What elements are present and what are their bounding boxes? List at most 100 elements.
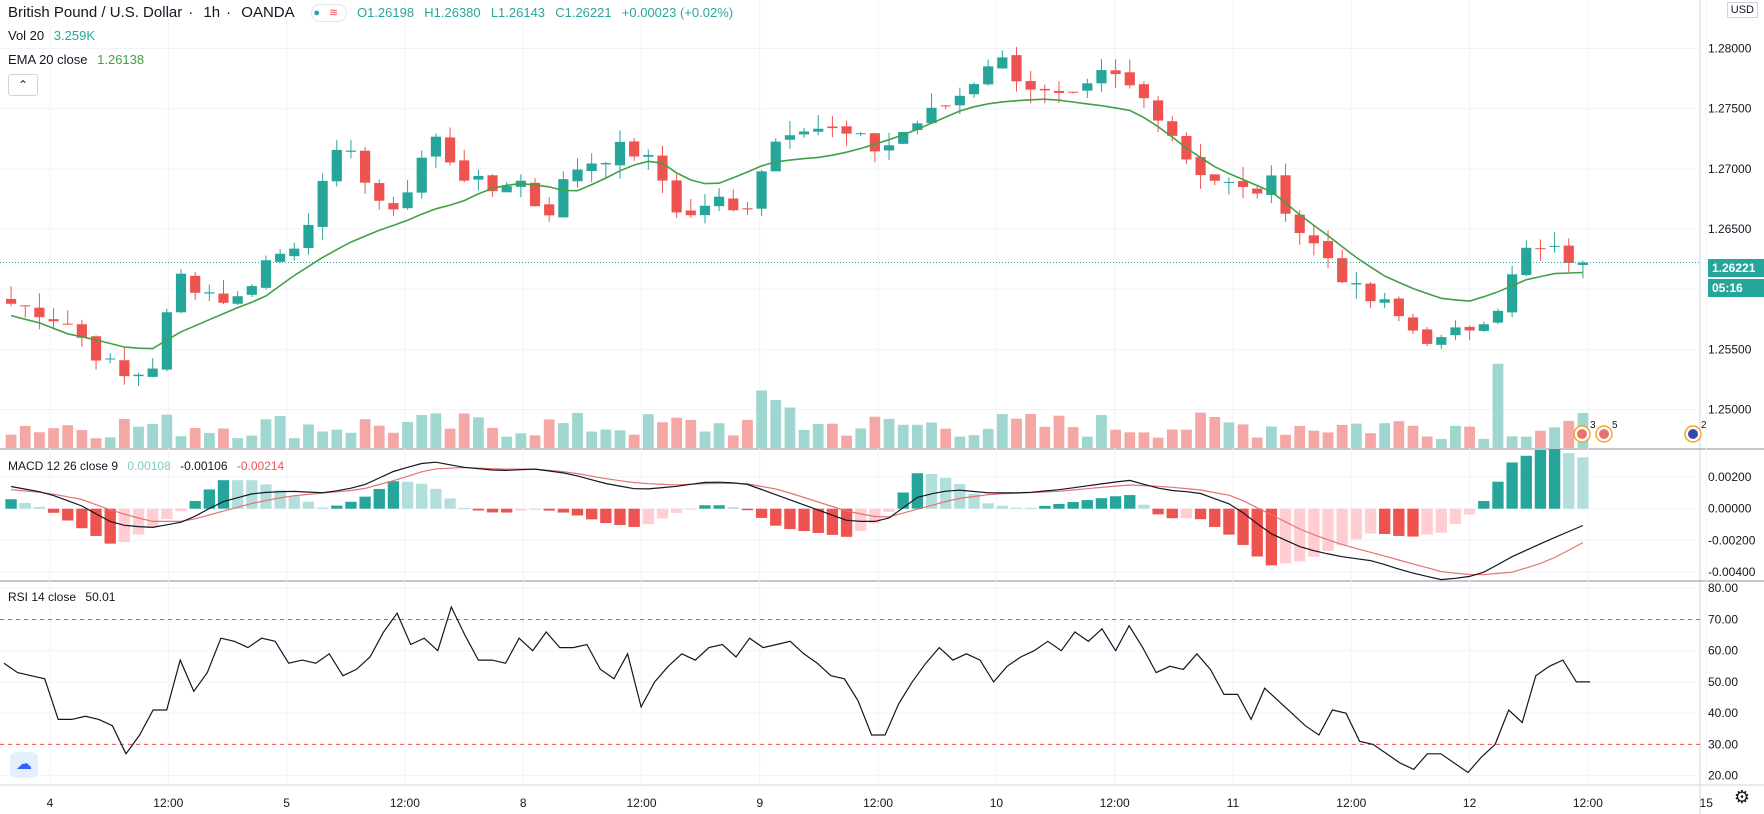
candle-body bbox=[218, 293, 229, 303]
macd-hist-bar bbox=[1124, 495, 1136, 509]
candle-body bbox=[147, 368, 158, 377]
macd-legend[interactable]: MACD 12 26 close 9 0.00108 -0.00106 -0.0… bbox=[8, 459, 290, 473]
macd-hist-bar bbox=[501, 508, 513, 513]
candle-body bbox=[1308, 235, 1319, 244]
candle-body bbox=[685, 210, 696, 216]
volume-bar bbox=[345, 432, 357, 448]
macd-hist-bar bbox=[741, 508, 754, 511]
candle-body bbox=[90, 336, 102, 361]
macd-hist-bar bbox=[104, 508, 116, 544]
exchange-label: OANDA bbox=[241, 4, 295, 21]
candle-body bbox=[940, 105, 951, 107]
rsi-legend[interactable]: RSI 14 close 50.01 bbox=[8, 590, 121, 604]
candle-body bbox=[289, 248, 300, 257]
volume-bar bbox=[572, 412, 583, 448]
y-tick-label: 0.00200 bbox=[1708, 470, 1752, 484]
macd-hist-bar bbox=[897, 492, 909, 509]
currency-label[interactable]: USD bbox=[1726, 2, 1758, 18]
candle-body bbox=[1209, 174, 1220, 181]
candle-body bbox=[883, 145, 895, 151]
volume-value: 3.259K bbox=[53, 28, 95, 43]
volume-bar bbox=[841, 435, 852, 448]
macd-line bbox=[10, 461, 1584, 581]
macd-hist-bar bbox=[189, 500, 201, 509]
macd-hist-bar bbox=[883, 508, 895, 512]
collapse-legend-button[interactable]: ⌃ bbox=[8, 74, 38, 96]
candle-body bbox=[1492, 310, 1504, 323]
macd-hist-bar bbox=[345, 501, 357, 509]
candle-body bbox=[487, 175, 498, 192]
volume-legend[interactable]: Vol 20 3.259K bbox=[8, 28, 101, 43]
volume-bar bbox=[1379, 423, 1391, 448]
candle-body bbox=[430, 136, 441, 157]
macd-hist-bar bbox=[1223, 508, 1235, 535]
macd-hist-bar bbox=[1039, 505, 1051, 509]
volume-series bbox=[5, 363, 1589, 448]
volume-bar bbox=[1322, 432, 1334, 448]
candle-body bbox=[558, 179, 569, 218]
ema-legend[interactable]: EMA 20 close 1.26138 bbox=[8, 52, 150, 67]
volume-bar bbox=[1152, 437, 1164, 448]
volume-bar bbox=[1237, 424, 1249, 448]
volume-bar bbox=[303, 424, 314, 448]
candle-body bbox=[119, 360, 130, 377]
candle-body bbox=[926, 107, 937, 124]
candle-body bbox=[360, 150, 371, 183]
ohlc-low: L1.26143 bbox=[490, 5, 546, 20]
macd-hist-bar bbox=[1265, 508, 1278, 566]
interval-label[interactable]: 1h bbox=[203, 4, 221, 21]
volume-bar bbox=[770, 400, 782, 448]
macd-hist-bar bbox=[1393, 508, 1405, 536]
candle-body bbox=[62, 323, 73, 325]
candle-body bbox=[1422, 329, 1433, 344]
gear-icon[interactable]: ⚙ bbox=[1733, 787, 1750, 807]
candle-body bbox=[954, 95, 965, 106]
volume-bar bbox=[1393, 421, 1405, 448]
volume-bar bbox=[1421, 436, 1433, 448]
volume-bar bbox=[1464, 426, 1476, 448]
macd-hist-bar bbox=[1506, 462, 1518, 509]
volume-bar bbox=[1223, 422, 1235, 448]
candle-body bbox=[770, 141, 781, 172]
volume-bar bbox=[1096, 415, 1107, 448]
macd-hist-bar bbox=[515, 508, 527, 511]
volume-bar bbox=[189, 428, 201, 448]
macd-hist-bar bbox=[1024, 507, 1037, 509]
candle-body bbox=[699, 205, 711, 216]
macd-hist-bar bbox=[430, 488, 442, 509]
candle-body bbox=[1563, 245, 1574, 263]
volume-bar bbox=[260, 419, 272, 448]
volume-bar bbox=[331, 429, 343, 448]
macd-hist-bar bbox=[373, 488, 385, 509]
candle-body bbox=[643, 154, 654, 157]
macd-hist-bar bbox=[1081, 500, 1093, 509]
market-status-badge[interactable]: ● ≋ bbox=[310, 4, 347, 23]
volume-bar bbox=[996, 414, 1008, 448]
candle-body bbox=[1450, 327, 1461, 336]
volume-bar bbox=[1025, 414, 1037, 448]
symbol-legend: British Pound / U.S. Dollar · 1h · OANDA ●… bbox=[8, 4, 734, 23]
volume-bar bbox=[104, 437, 116, 448]
candle-body bbox=[1138, 84, 1150, 99]
volume-bar bbox=[147, 424, 159, 448]
macd-hist-bar bbox=[1435, 508, 1447, 533]
y-tick-label: 40.00 bbox=[1708, 706, 1738, 720]
volume-bar bbox=[473, 417, 484, 448]
macd-hist-bar bbox=[62, 508, 74, 521]
tradingview-logo-icon[interactable]: ☁ bbox=[10, 752, 38, 778]
macd-hist-bar bbox=[147, 508, 159, 527]
candle-body bbox=[190, 275, 201, 293]
macd-hist-bar bbox=[231, 480, 244, 509]
macd-hist-bar bbox=[529, 508, 541, 510]
y-tick-label: -0.00200 bbox=[1708, 533, 1756, 547]
volume-bar bbox=[699, 431, 711, 448]
candle-body bbox=[572, 169, 583, 182]
symbol-name[interactable]: British Pound / U.S. Dollar bbox=[8, 4, 183, 21]
volume-bar bbox=[501, 436, 513, 448]
event-markers bbox=[1573, 425, 1702, 443]
candle-body bbox=[275, 253, 286, 262]
candle-body bbox=[784, 135, 796, 140]
y-tick-label: 1.27500 bbox=[1708, 102, 1752, 116]
macd-hist-bar bbox=[755, 508, 768, 518]
